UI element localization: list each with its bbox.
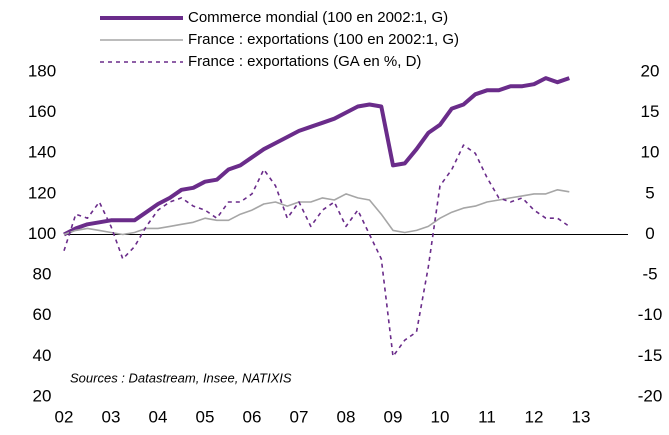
x-tick-label: 03 xyxy=(102,407,121,426)
x-tick-label: 12 xyxy=(525,407,544,426)
y2-tick-label: 5 xyxy=(645,183,654,202)
series-line xyxy=(63,76,570,237)
y-tick-label: 60 xyxy=(33,305,52,324)
y-tick-label: 140 xyxy=(28,143,56,162)
y2-tick-label: -5 xyxy=(642,265,657,284)
series-line xyxy=(63,144,570,358)
y-tick-label: 80 xyxy=(33,265,52,284)
legend-label: France : exportations (100 en 2002:1, G) xyxy=(188,31,459,48)
y-tick-label: 120 xyxy=(28,183,56,202)
x-tick-label: 04 xyxy=(149,407,168,426)
y-tick-label: 100 xyxy=(28,224,56,243)
y-tick-label: 160 xyxy=(28,102,56,121)
y2-tick-label: 10 xyxy=(641,143,660,162)
legend-label: France : exportations (GA en %, D) xyxy=(188,53,421,70)
x-tick-label: 07 xyxy=(290,407,309,426)
y2-tick-label: 0 xyxy=(645,224,654,243)
y-tick-label: 180 xyxy=(28,61,56,80)
legend-label: Commerce mondial (100 en 2002:1, G) xyxy=(188,9,448,26)
x-tick-label: 10 xyxy=(431,407,450,426)
x-tick-label: 09 xyxy=(384,407,403,426)
y2-tick-label: 20 xyxy=(641,61,660,80)
y-tick-label: 40 xyxy=(33,346,52,365)
x-tick-label: 08 xyxy=(337,407,356,426)
annotation: Sources : Datastream, Insee, NATIXIS xyxy=(70,370,292,385)
x-tick-label: 06 xyxy=(243,407,262,426)
y2-tick-label: 15 xyxy=(641,102,660,121)
y-tick-label: 20 xyxy=(33,386,52,405)
x-tick-label: 05 xyxy=(196,407,215,426)
series-line xyxy=(63,189,570,236)
x-tick-label: 13 xyxy=(572,407,591,426)
y2-tick-label: -15 xyxy=(638,346,663,365)
y2-tick-label: -20 xyxy=(638,386,663,405)
x-tick-label: 11 xyxy=(478,407,496,426)
y2-tick-label: -10 xyxy=(638,305,663,324)
x-tick-label: 02 xyxy=(55,407,74,426)
